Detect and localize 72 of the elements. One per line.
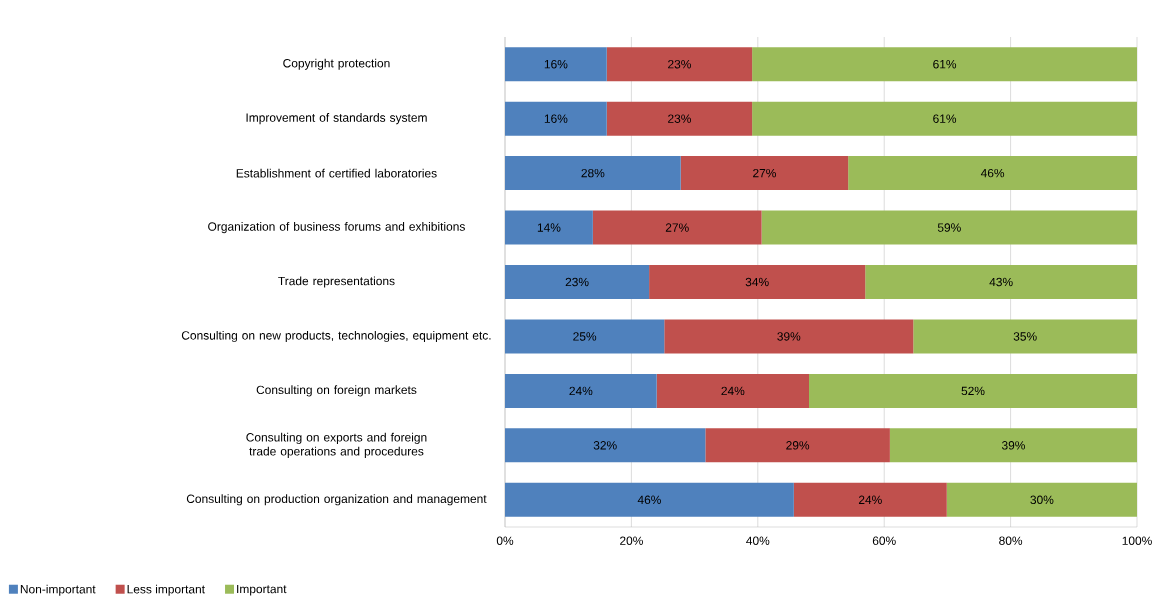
data-label: 35% xyxy=(1013,332,1037,341)
data-label: 43% xyxy=(989,277,1013,287)
bar xyxy=(752,101,1138,136)
bar xyxy=(505,319,665,354)
y-tick-label: Copyright protection xyxy=(283,58,390,70)
bar xyxy=(664,319,914,354)
x-tick-label: 40% xyxy=(746,536,770,545)
y-tick-label: Establishment of certified laboratories xyxy=(236,168,437,178)
data-label: 24% xyxy=(569,386,593,396)
bar xyxy=(889,428,1138,463)
x-tick-label: 20% xyxy=(620,536,643,545)
y-tick-label: Consulting on exports and foreign trade operations and procedures xyxy=(246,432,427,458)
bar xyxy=(505,101,607,136)
data-label: 28% xyxy=(581,168,605,178)
bar xyxy=(680,156,849,191)
bar xyxy=(592,210,762,245)
bar xyxy=(649,265,866,300)
data-label: 24% xyxy=(721,386,745,396)
data-label: 34% xyxy=(745,277,769,287)
data-label: 27% xyxy=(753,168,776,178)
x-tick-label: 100% xyxy=(1122,536,1152,545)
legend-label: Less important xyxy=(127,584,205,596)
data-label: 23% xyxy=(565,277,589,287)
data-label: 59% xyxy=(937,223,961,232)
bar xyxy=(793,482,947,517)
data-label: 24% xyxy=(858,495,882,504)
data-label: 23% xyxy=(668,114,691,123)
data-label: 16% xyxy=(544,114,568,123)
data-label: 29% xyxy=(786,441,810,450)
bar xyxy=(505,482,794,517)
y-tick-label: Trade representations xyxy=(278,276,395,288)
data-label: 30% xyxy=(1030,495,1054,504)
bar xyxy=(913,319,1138,354)
data-label: 39% xyxy=(777,332,801,341)
bar xyxy=(505,373,657,408)
bar xyxy=(752,47,1138,82)
bar xyxy=(505,210,593,245)
y-tick-label: Consulting on production organization and management xyxy=(186,494,487,506)
data-label: 16% xyxy=(544,59,568,69)
legend-label: Non-important xyxy=(20,584,96,596)
data-label: 14% xyxy=(537,223,561,232)
bar xyxy=(505,47,607,82)
data-label: 61% xyxy=(933,59,957,69)
bar xyxy=(946,482,1138,517)
y-tick-label: Consulting on new products, technologies, equipment etc. xyxy=(181,330,491,343)
bar xyxy=(809,373,1138,408)
x-tick-label: 0% xyxy=(496,536,514,545)
bar xyxy=(505,156,681,191)
data-label: 25% xyxy=(573,332,597,341)
bar xyxy=(705,428,890,463)
bar xyxy=(848,156,1138,191)
data-label: 46% xyxy=(980,168,1005,178)
x-tick-label: 80% xyxy=(999,536,1023,545)
legend-label: Important xyxy=(237,584,287,596)
data-label: 23% xyxy=(668,59,691,69)
data-label: 39% xyxy=(1001,441,1025,450)
data-label: 52% xyxy=(961,386,985,396)
bar xyxy=(606,101,753,136)
bar xyxy=(761,210,1138,245)
data-label: 32% xyxy=(593,441,617,450)
y-tick-label: Consulting on foreign markets xyxy=(256,385,417,397)
data-label: 61% xyxy=(933,114,957,123)
bar xyxy=(656,373,809,408)
data-label: 27% xyxy=(665,223,689,232)
y-tick-label: Organization of business forums and exhibitions xyxy=(208,222,465,234)
y-tick-label: Improvement of standards system xyxy=(246,113,427,125)
x-tick-label: 60% xyxy=(872,536,896,545)
data-label: 46% xyxy=(637,495,661,504)
bar xyxy=(865,265,1138,300)
bar xyxy=(505,428,706,463)
bar xyxy=(606,47,753,82)
bar xyxy=(505,265,650,300)
